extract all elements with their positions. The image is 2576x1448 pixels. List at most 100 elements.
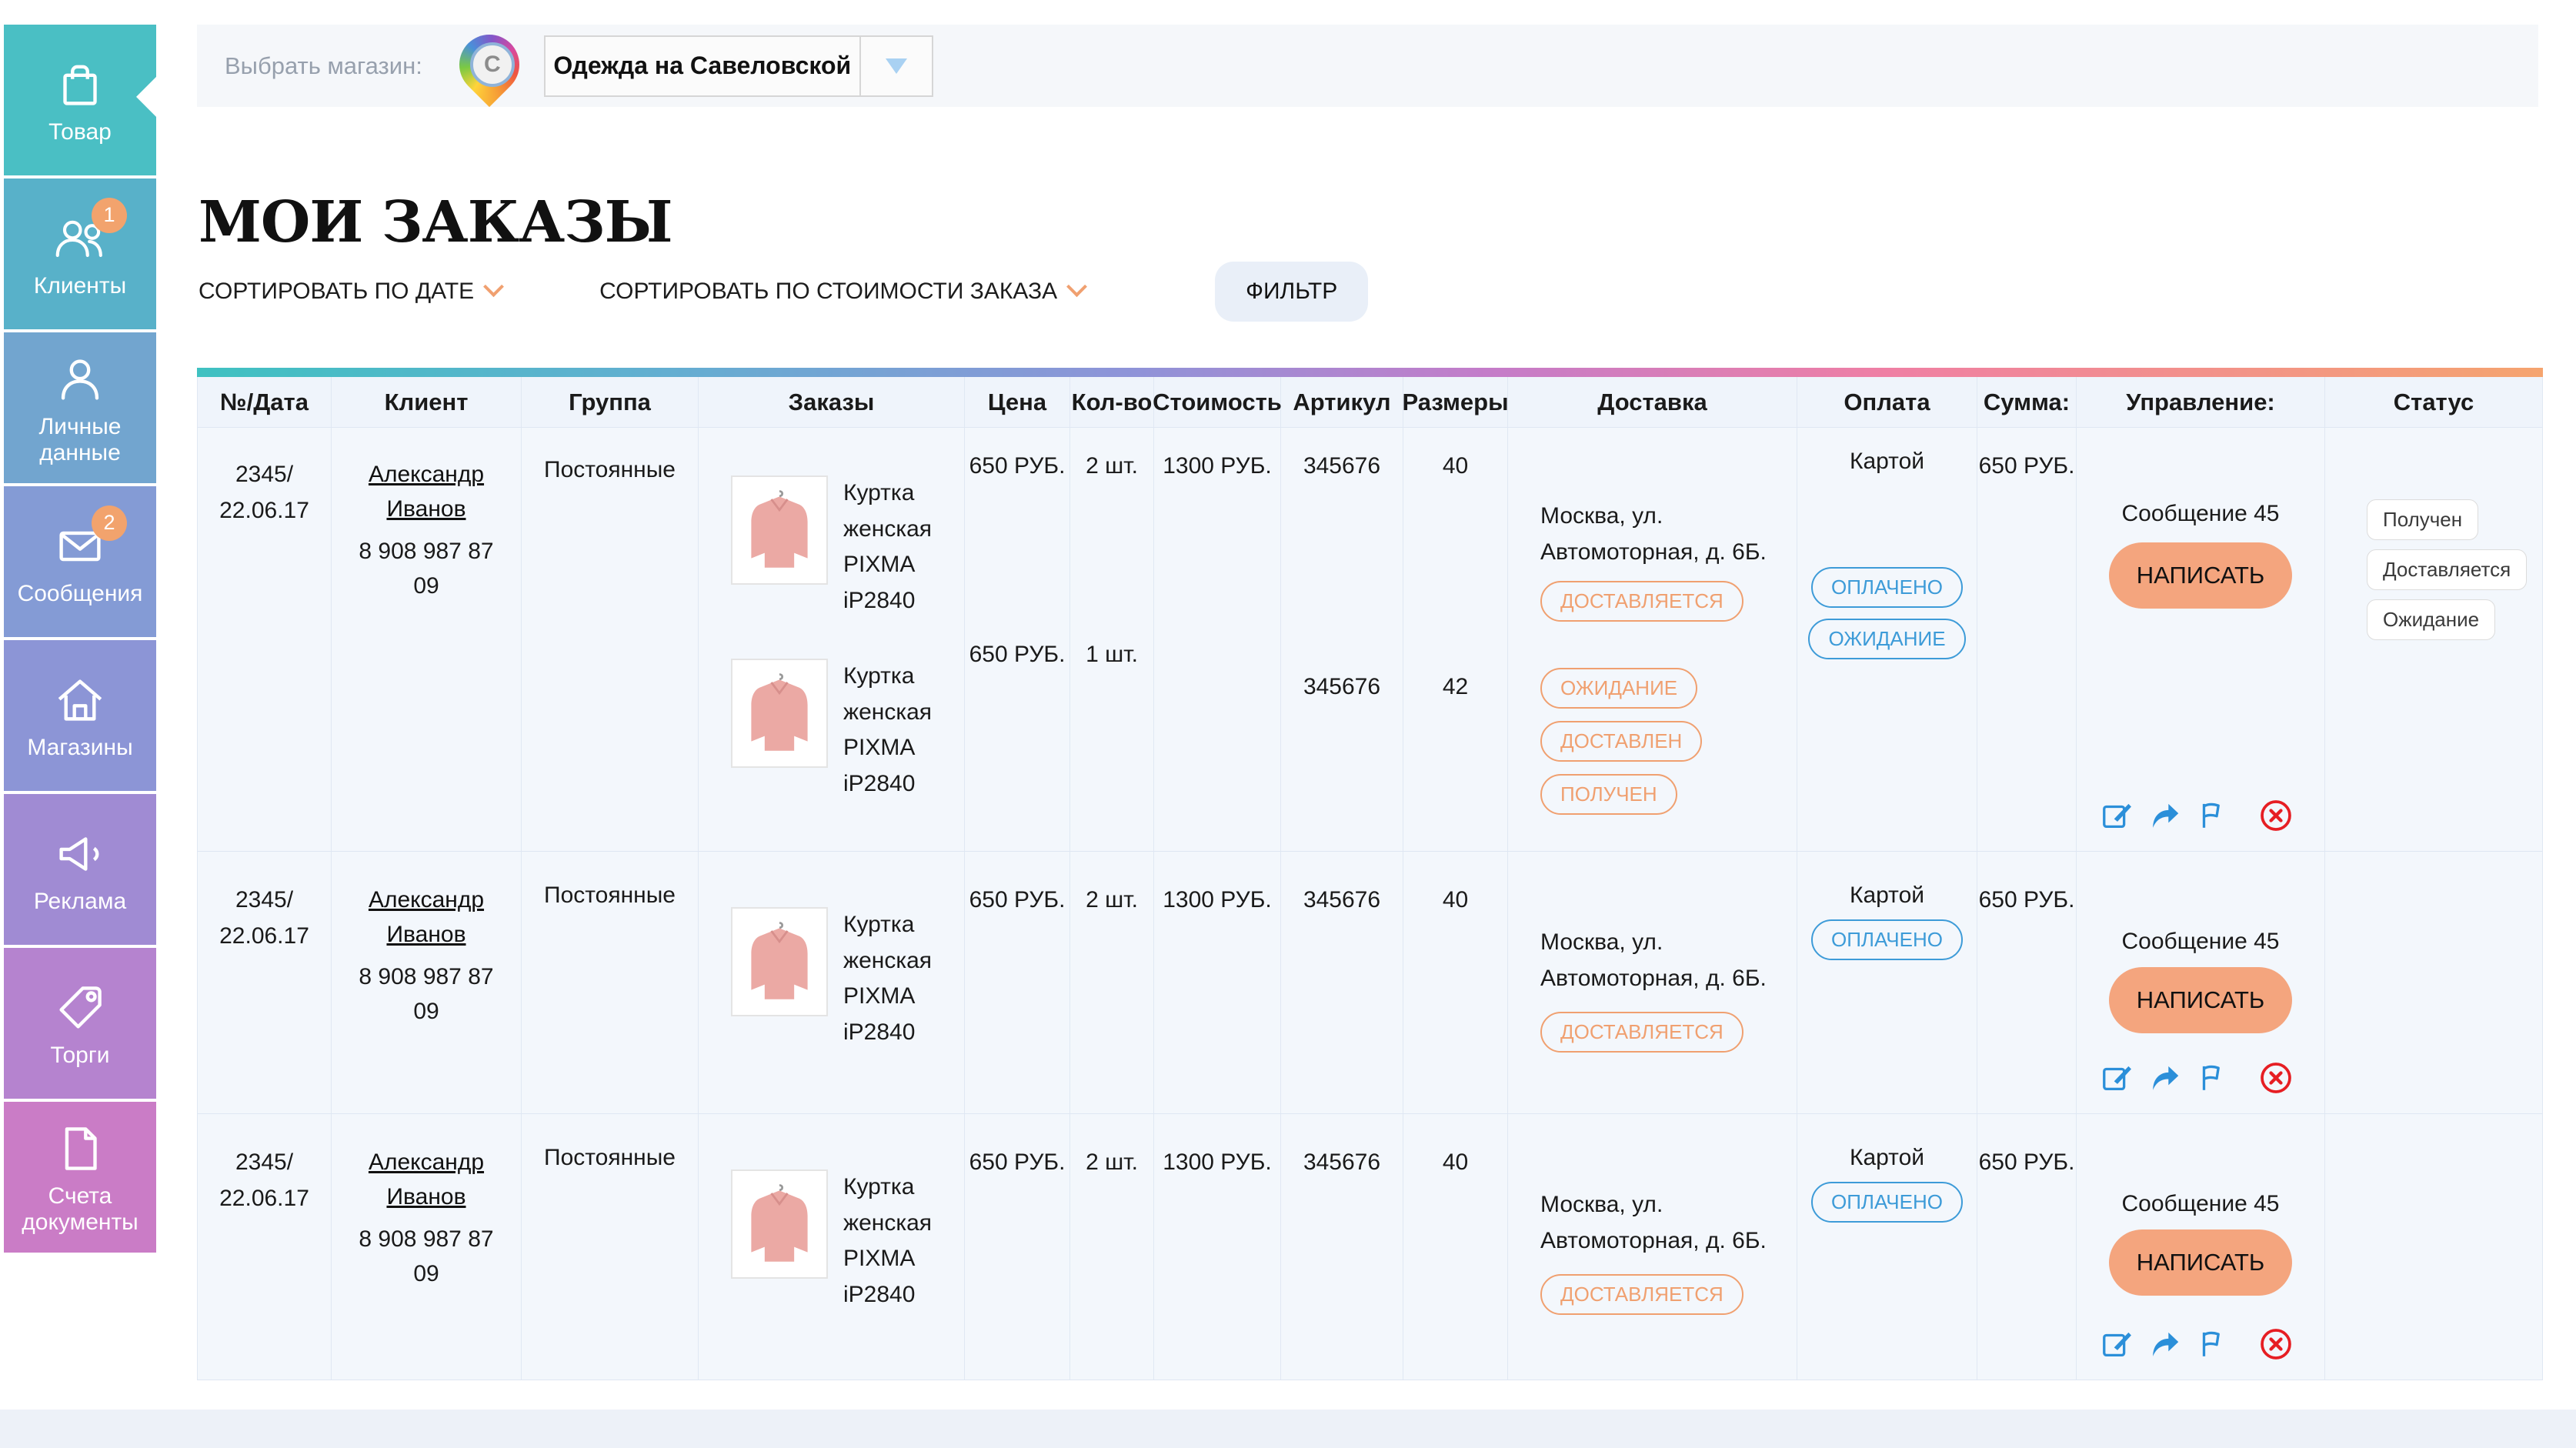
flag-icon[interactable] <box>2195 1326 2231 1366</box>
sidebar-item-klienty[interactable]: 1 Клиенты <box>4 178 156 329</box>
table-row: 2345/22.06.17 Александр Иванов 8 908 987… <box>197 852 2543 1114</box>
chevron-down-icon <box>483 275 505 297</box>
product-name[interactable]: Куртка женская PIXMA iP2840 <box>843 912 933 1045</box>
delivery-status-badge[interactable]: ПОЛУЧЕН <box>1540 774 1677 815</box>
payment-method: Картой <box>1849 449 1925 474</box>
filter-button[interactable]: ФИЛЬТР <box>1215 262 1369 322</box>
delete-icon[interactable] <box>2258 1326 2294 1366</box>
sidebar-item-label: Товар <box>48 118 112 145</box>
order-status-badge[interactable]: Получен <box>2367 499 2479 540</box>
payment-method: Картой <box>1849 1145 1925 1170</box>
status-cell <box>2325 1114 2543 1380</box>
payment-status-badge[interactable]: ОПЛАЧЕНО <box>1811 1182 1963 1223</box>
group-cell: Постоянные <box>522 1114 699 1380</box>
delivery-status-badge[interactable]: ДОСТАВЛЕН <box>1540 721 1703 762</box>
sidebar-item-soobshcheniya[interactable]: 2 Сообщения <box>4 486 156 637</box>
share-icon[interactable] <box>2147 798 2183 837</box>
store-dropdown[interactable]: Одежда на Савеловской <box>543 35 933 97</box>
product-image[interactable] <box>731 475 828 585</box>
envelope-icon: 2 <box>50 505 127 576</box>
table-row: 2345/22.06.17 Александр Иванов 8 908 987… <box>197 428 2543 852</box>
sort-by-date-button[interactable]: СОРТИРОВАТЬ ПО ДАТЕ <box>199 275 505 305</box>
store-dropdown-arrow[interactable] <box>859 36 932 95</box>
flag-icon[interactable] <box>2195 798 2231 837</box>
delivery-address: Москва, ул. Автомоторная, д. 6Б. <box>1540 1192 1767 1253</box>
manage-cell: Сообщение 45 НАПИСАТЬ <box>2077 428 2325 851</box>
cost-cell: 1300 РУБ. <box>1154 428 1281 851</box>
price-cell: 650 РУБ. 650 РУБ. <box>965 428 1070 851</box>
manage-cell: Сообщение 45 НАПИСАТЬ <box>2077 852 2325 1113</box>
delivery-status-badge[interactable]: ДОСТАВЛЯЕТСЯ <box>1540 1274 1743 1315</box>
sizes-cell: 40 <box>1403 852 1508 1113</box>
write-message-button[interactable]: НАПИСАТЬ <box>2108 967 2293 1033</box>
client-cell: Александр Иванов 8 908 987 87 09 <box>332 1114 522 1380</box>
payment-status-badge[interactable]: ОПЛАЧЕНО <box>1811 567 1963 608</box>
sidebar-item-tovar[interactable]: Товар <box>4 25 156 175</box>
product-entry: Куртка женская PIXMA iP2840 <box>731 659 964 802</box>
delivery-status-badge[interactable]: ДОСТАВЛЯЕТСЯ <box>1540 581 1743 622</box>
sort-controls: СОРТИРОВАТЬ ПО ДАТЕ СОРТИРОВАТЬ ПО СТОИМ… <box>199 260 1369 323</box>
product-entry: Куртка женская PIXMA iP2840 <box>731 907 964 1050</box>
delivery-status-badge[interactable]: ОЖИДАНИЕ <box>1540 668 1698 709</box>
product-image[interactable] <box>731 907 828 1016</box>
table-header-row: №/Дата Клиент Группа Заказы Цена Кол-во … <box>197 377 2543 428</box>
delete-icon[interactable] <box>2258 798 2294 837</box>
sidebar-item-label: Сообщения <box>17 580 143 606</box>
product-entry: Куртка женская PIXMA iP2840 <box>731 475 964 619</box>
sizes-cell: 40 <box>1403 1114 1508 1380</box>
delete-icon[interactable] <box>2258 1060 2294 1099</box>
order-status-badge[interactable]: Ожидание <box>2367 599 2496 640</box>
order-date-cell: 2345/22.06.17 <box>197 852 332 1113</box>
order-status-badge[interactable]: Доставляется <box>2367 549 2528 590</box>
payment-status-badge[interactable]: ОПЛАЧЕНО <box>1811 919 1963 960</box>
store-dropdown-value[interactable]: Одежда на Савеловской <box>553 52 852 79</box>
sidebar-item-label: Личные данные <box>38 413 122 466</box>
client-name-link[interactable]: Александр Иванов <box>368 462 485 522</box>
page-title: МОИ ЗАКАЗЫ <box>199 189 673 255</box>
orders-cell: Куртка женская PIXMA iP2840 <box>699 1114 965 1380</box>
sidebar-item-torgi[interactable]: Торги <box>4 948 156 1099</box>
sidebar-item-lichnye-dannye[interactable]: Личные данные <box>4 332 156 483</box>
flag-icon[interactable] <box>2195 1060 2231 1099</box>
megaphone-icon <box>50 824 110 884</box>
sort-by-cost-button[interactable]: СОРТИРОВАТЬ ПО СТОИМОСТИ ЗАКАЗА <box>599 275 1088 305</box>
payment-cell: Картой ОПЛАЧЕНО <box>1797 852 1977 1113</box>
sidebar-item-label: Реклама <box>33 888 127 914</box>
product-image[interactable] <box>731 659 828 768</box>
product-name[interactable]: Куртка женская PIXMA iP2840 <box>843 663 933 796</box>
sidebar-item-scheta-dokumenty[interactable]: Счета документы <box>4 1102 156 1253</box>
payment-cell: Картой ОПЛАЧЕНО <box>1797 1114 1977 1380</box>
col-header-delivery: Доставка <box>1508 377 1797 427</box>
message-count-label: Сообщение 45 <box>2121 929 2280 954</box>
client-phone: 8 908 987 87 09 <box>359 964 494 1024</box>
edit-icon[interactable] <box>2100 1326 2135 1366</box>
payment-cell: Картой ОПЛАЧЕНО ОЖИДАНИЕ <box>1797 428 1977 851</box>
group-cell: Постоянные <box>522 428 699 851</box>
sidebar-item-reklama[interactable]: Реклама <box>4 794 156 945</box>
write-message-button[interactable]: НАПИСАТЬ <box>2108 542 2293 609</box>
product-name[interactable]: Куртка женская PIXMA iP2840 <box>843 1174 933 1307</box>
store-pin-icon: C <box>446 22 532 107</box>
sidebar-item-magaziny[interactable]: Магазины <box>4 640 156 791</box>
edit-icon[interactable] <box>2100 798 2135 837</box>
client-name-link[interactable]: Александр Иванов <box>368 887 485 947</box>
sidebar-item-label: Магазины <box>27 734 133 760</box>
write-message-button[interactable]: НАПИСАТЬ <box>2108 1229 2293 1296</box>
share-icon[interactable] <box>2147 1060 2183 1099</box>
edit-icon[interactable] <box>2100 1060 2135 1099</box>
col-header-date: №/Дата <box>197 377 332 427</box>
col-header-article: Артикул <box>1281 377 1403 427</box>
order-date-cell: 2345/22.06.17 <box>197 428 332 851</box>
product-image[interactable] <box>731 1169 828 1279</box>
footer-bar <box>0 1410 2576 1448</box>
group-cell: Постоянные <box>522 852 699 1113</box>
payment-status-badge[interactable]: ОЖИДАНИЕ <box>1808 619 1966 659</box>
share-icon[interactable] <box>2147 1326 2183 1366</box>
active-item-notch <box>136 76 156 117</box>
col-header-orders: Заказы <box>699 377 965 427</box>
delivery-status-badge[interactable]: ДОСТАВЛЯЕТСЯ <box>1540 1012 1743 1053</box>
client-name-link[interactable]: Александр Иванов <box>368 1149 485 1209</box>
client-cell: Александр Иванов 8 908 987 87 09 <box>332 852 522 1113</box>
product-name[interactable]: Куртка женская PIXMA iP2840 <box>843 480 933 613</box>
orders-cell: Куртка женская PIXMA iP2840 Куртка женск… <box>699 428 965 851</box>
